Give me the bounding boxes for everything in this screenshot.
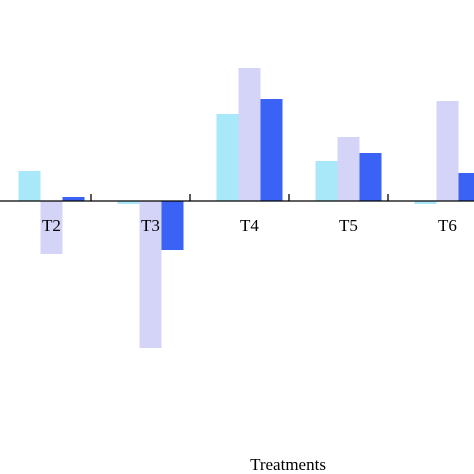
x-tick-label-t6: T6 <box>438 216 457 235</box>
bar-t2-series-2 <box>40 201 63 254</box>
bar-t3-series-3 <box>161 201 184 250</box>
x-axis-title: Treatments <box>250 455 326 474</box>
bar-t6-series-2 <box>436 101 459 201</box>
bar-t6-series-3 <box>458 173 474 201</box>
x-axis-tick-labels: T2 T3 T4 T5 T6 <box>42 216 457 235</box>
x-axis-ticks <box>90 194 389 201</box>
bar-t4-series-2 <box>238 68 261 201</box>
bar-t5-series-1 <box>315 161 338 201</box>
x-tick-label-t4: T4 <box>240 216 259 235</box>
bar-t4-series-1 <box>216 114 239 201</box>
bar-t5-series-3 <box>359 153 382 201</box>
bar-t2-series-3 <box>62 197 85 201</box>
x-tick-label-t3: T3 <box>141 216 160 235</box>
bar-group <box>18 68 474 348</box>
x-tick-label-t2: T2 <box>42 216 61 235</box>
bar-t5-series-2 <box>337 137 360 201</box>
x-tick-label-t5: T5 <box>339 216 358 235</box>
bar-t3-series-1 <box>117 201 140 204</box>
bar-t2-series-1 <box>18 171 41 201</box>
bar-t6-series-1 <box>414 201 437 204</box>
bar-t3-series-2 <box>139 201 162 348</box>
bar-t4-series-3 <box>260 99 283 201</box>
